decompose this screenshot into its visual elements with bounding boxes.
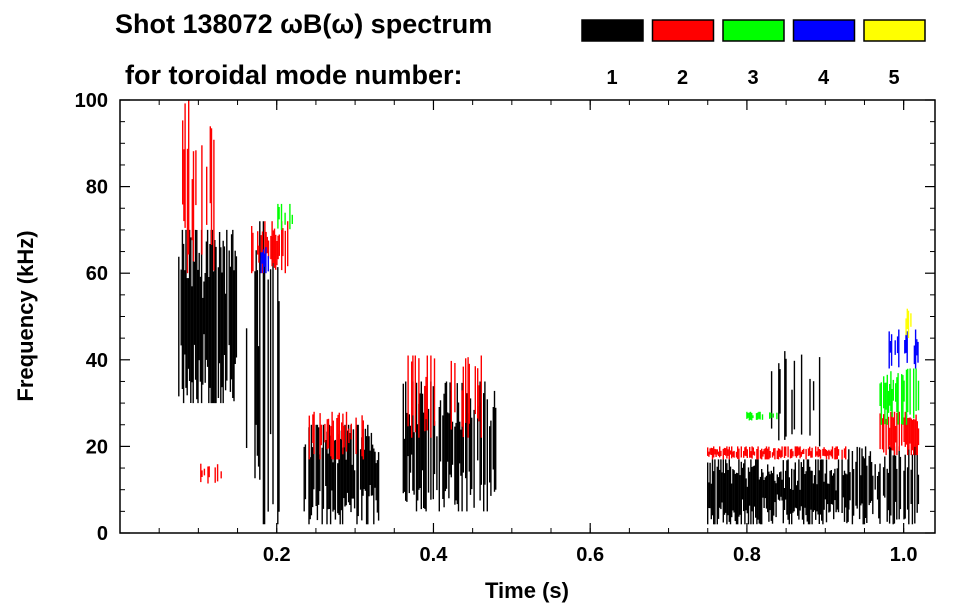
- x-tick-label: 0.2: [263, 544, 291, 566]
- legend-swatch-mode-1: [581, 19, 644, 42]
- legend-swatch-mode-4: [792, 19, 856, 42]
- x-tick-label: 0.4: [420, 544, 449, 566]
- spectral-feature-mode-3: [277, 203, 293, 230]
- spectral-feature-mode-1: [402, 381, 497, 512]
- y-tick-label: 80: [86, 177, 108, 199]
- x-tick-label: 0.6: [576, 544, 604, 566]
- x-tick-label: 1.0: [890, 544, 918, 566]
- y-tick-label: 20: [86, 436, 108, 458]
- y-tick-label: 40: [86, 350, 108, 372]
- spectral-feature-mode-2: [308, 411, 364, 460]
- spectral-feature-mode-3: [879, 368, 920, 425]
- spectral-feature-mode-1: [303, 424, 380, 525]
- spectral-feature-mode-1: [848, 446, 920, 525]
- spectral-feature-mode-2: [707, 446, 847, 460]
- plot-frame: [119, 99, 936, 534]
- x-axis-label: Time (s): [485, 578, 569, 603]
- y-tick-label: 60: [86, 263, 108, 285]
- spectral-feature-mode-2: [879, 411, 920, 456]
- legend-swatch-mode-3: [722, 19, 785, 42]
- legend: 1 2 3 4 5: [581, 19, 926, 89]
- x-tick-label: 0.8: [733, 544, 761, 566]
- spectral-feature-mode-2: [200, 463, 222, 484]
- legend-label-mode-2: 2: [677, 67, 688, 89]
- legend-swatch-mode-2: [651, 19, 715, 42]
- y-tick-label: 100: [75, 90, 108, 112]
- legend-label-mode-5: 5: [888, 67, 899, 89]
- legend-swatch-mode-5: [863, 19, 926, 42]
- y-axis-label: Frequency (kHz): [13, 230, 38, 401]
- spectral-feature-mode-2: [250, 221, 289, 274]
- y-tick-label: 0: [97, 523, 108, 545]
- legend-label-mode-1: 1: [606, 67, 617, 89]
- legend-label-mode-3: 3: [747, 67, 758, 89]
- chart-title-line1: Shot 138072 ωB(ω) spectrum: [115, 9, 492, 39]
- spectral-feature-mode-1: [707, 459, 849, 525]
- spectrogram-marks: [178, 100, 920, 525]
- spectral-feature-mode-1: [245, 221, 280, 525]
- spectral-feature-mode-2: [407, 355, 482, 438]
- spectral-feature-mode-1: [178, 229, 238, 404]
- legend-label-mode-4: 4: [818, 67, 830, 89]
- spectral-feature-mode-5: [905, 308, 912, 339]
- spectral-feature-mode-3: [746, 411, 778, 421]
- spectral-feature-mode-4: [260, 247, 269, 274]
- spectral-feature-mode-4: [888, 329, 919, 369]
- spectral-feature-mode-1: [770, 351, 821, 447]
- axis-ticks: 0.2 0.4 0.6 0.8 1.0 0 20 40 60 80 100: [75, 90, 935, 566]
- chart-title-line2: for toroidal mode number:: [125, 60, 463, 90]
- spectral-feature-mode-2: [181, 100, 215, 274]
